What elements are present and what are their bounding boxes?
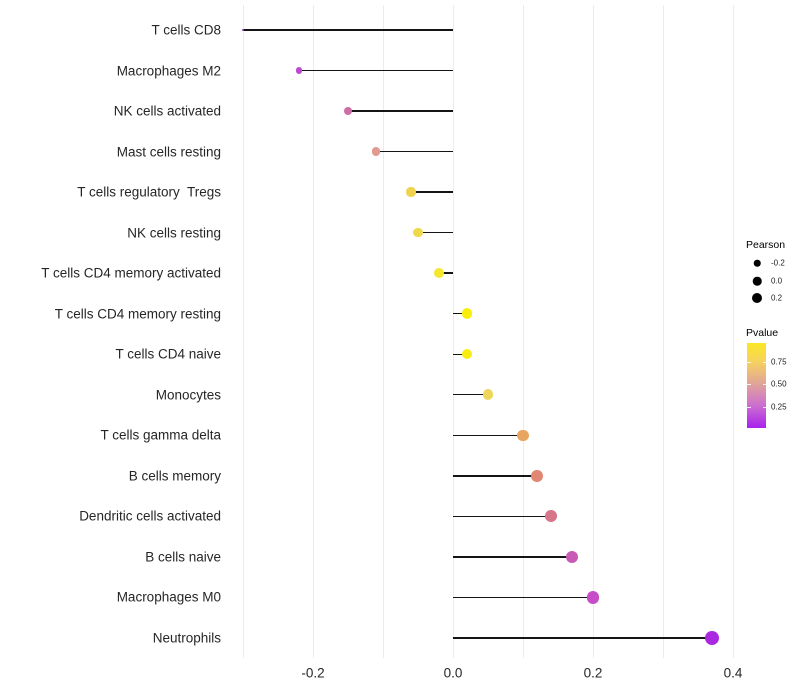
lollipop-dot [461, 349, 473, 360]
lollipop-stem [453, 556, 572, 558]
x-axis-tick-label: 0.4 [723, 665, 743, 681]
pvalue-legend-item-label: 0.75 [771, 357, 787, 367]
y-axis-label: Monocytes [155, 387, 221, 403]
y-axis-label: B cells memory [128, 468, 221, 484]
lollipop-dot [371, 147, 381, 156]
lollipop-dot [461, 308, 473, 319]
pearson-legend-dot [752, 276, 762, 286]
lollipop-stem [453, 434, 523, 436]
pvalue-gradient-bar [747, 343, 766, 428]
pvalue-bar-tick [747, 383, 751, 385]
lollipop-dot [565, 550, 579, 563]
lollipop-dot [531, 470, 543, 482]
lollipop-stem [348, 110, 453, 112]
lollipop-stem [453, 637, 712, 639]
pvalue-legend-title: Pvalue [746, 327, 779, 339]
x-axis-tick-label: 0.2 [583, 665, 603, 681]
lollipop-stem [299, 69, 453, 72]
y-axis-label: T cells CD8 [151, 22, 221, 38]
y-axis-label: Macrophages M2 [116, 63, 221, 79]
pvalue-bar-tick [762, 406, 766, 408]
pearson-legend-dot [752, 293, 762, 303]
x-axis-tick-label: -0.2 [301, 665, 325, 681]
lollipop-dot [586, 591, 600, 604]
lollipop-stem [453, 394, 488, 396]
y-axis-label: T cells CD4 memory activated [41, 265, 221, 281]
x-gridline [452, 5, 454, 658]
y-axis-label: NK cells activated [113, 103, 221, 119]
lollipop-stem [243, 29, 453, 31]
pearson-legend-dot [753, 259, 761, 267]
lollipop-dot [482, 389, 494, 401]
pvalue-bar-tick [747, 361, 751, 363]
lollipop-stem [453, 596, 593, 599]
lollipop-stem [453, 475, 537, 477]
lollipop-stem [376, 150, 453, 153]
x-gridline [522, 5, 524, 658]
lollipop-stem [453, 515, 551, 518]
lollipop-dot [413, 227, 423, 238]
y-axis-label: Dendritic cells activated [79, 508, 221, 524]
pvalue-legend-item-label: 0.50 [771, 379, 787, 389]
lollipop-dot [705, 630, 719, 645]
lollipop-dot [241, 28, 245, 32]
pvalue-legend-item-label: 0.25 [771, 402, 787, 412]
lollipop-stem [453, 353, 467, 355]
pvalue-bar-tick [747, 406, 751, 408]
y-axis-label: NK cells resting [127, 225, 221, 241]
y-axis-label: T cells gamma delta [100, 427, 221, 443]
lollipop-stem [453, 313, 467, 315]
lollipop-stem [411, 191, 453, 193]
lollipop-dot [517, 429, 529, 441]
lollipop-stem [439, 272, 453, 274]
y-axis-label: Neutrophils [152, 630, 221, 646]
lollipop-dot [344, 107, 352, 116]
pvalue-bar-tick [762, 383, 766, 385]
lollipop-dot [545, 510, 557, 523]
x-gridline [382, 5, 384, 658]
y-axis-label: Mast cells resting [116, 144, 221, 160]
y-axis-label: T cells CD4 memory resting [54, 306, 221, 322]
y-axis-label: T cells CD4 naive [115, 346, 221, 362]
lollipop-stem [418, 231, 453, 234]
x-gridline [312, 5, 314, 658]
x-gridline [662, 5, 664, 658]
x-gridline [242, 5, 244, 658]
lollipop-dot [295, 67, 303, 74]
x-gridline [732, 5, 734, 658]
pearson-legend-title: Pearson [746, 239, 786, 251]
y-axis-label: B cells naive [145, 549, 221, 565]
x-axis-tick-label: 0.0 [443, 665, 463, 681]
lollipop-dot [406, 187, 416, 197]
y-axis-label: Macrophages M0 [116, 589, 221, 605]
x-gridline [592, 5, 594, 658]
pvalue-bar-tick [762, 361, 766, 363]
y-axis-label: T cells regulatory Tregs [77, 184, 221, 200]
pearson-legend-item-label: 0.0 [771, 276, 783, 286]
lollipop-dot [434, 268, 444, 279]
pearson-legend-item-label: 0.2 [771, 293, 783, 303]
pearson-legend-item-label: -0.2 [771, 258, 785, 268]
